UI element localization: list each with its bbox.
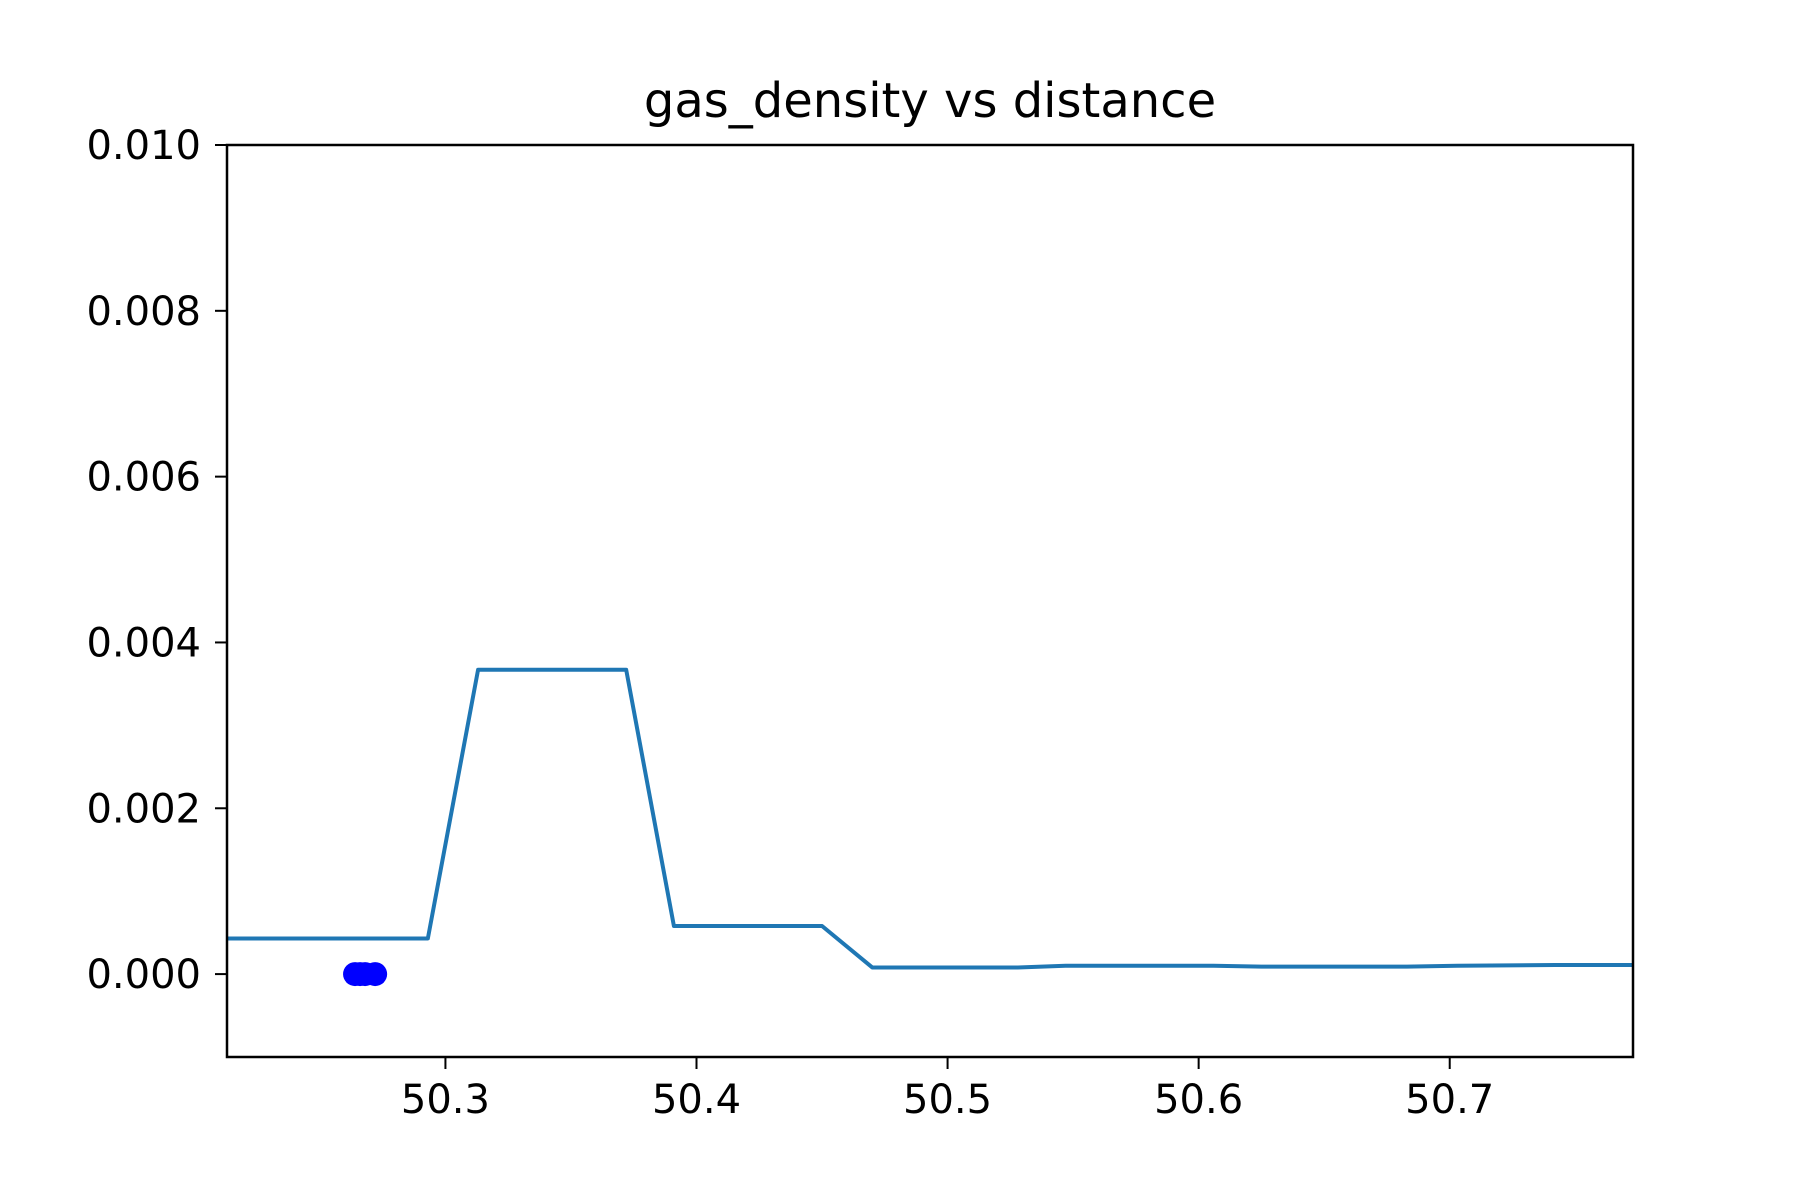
x-tick-label: 50.7 bbox=[1405, 1077, 1494, 1123]
axes-frame bbox=[225, 143, 1635, 1059]
y-tick-label: 0.000 bbox=[86, 952, 201, 998]
plot-layer bbox=[227, 667, 1633, 987]
x-tick-label: 50.3 bbox=[401, 1077, 490, 1123]
chart-title: gas_density vs distance bbox=[644, 73, 1216, 129]
x-tick-label: 50.6 bbox=[1154, 1077, 1243, 1123]
scatter-point bbox=[363, 962, 388, 987]
y-tick-label: 0.006 bbox=[86, 455, 201, 501]
x-tick-label: 50.5 bbox=[903, 1077, 992, 1123]
series-line-0 bbox=[227, 667, 1633, 970]
tick-layer: 50.3 50.4 50.5 50.6 50.7 0.000 0.002 0.004 0.006… bbox=[86, 123, 1494, 1123]
y-tick-label: 0.002 bbox=[86, 786, 201, 832]
y-tick-label: 0.004 bbox=[86, 620, 201, 666]
x-tick-label: 50.4 bbox=[652, 1077, 741, 1123]
y-tick-label: 0.010 bbox=[86, 123, 201, 169]
y-tick-label: 0.008 bbox=[86, 289, 201, 335]
